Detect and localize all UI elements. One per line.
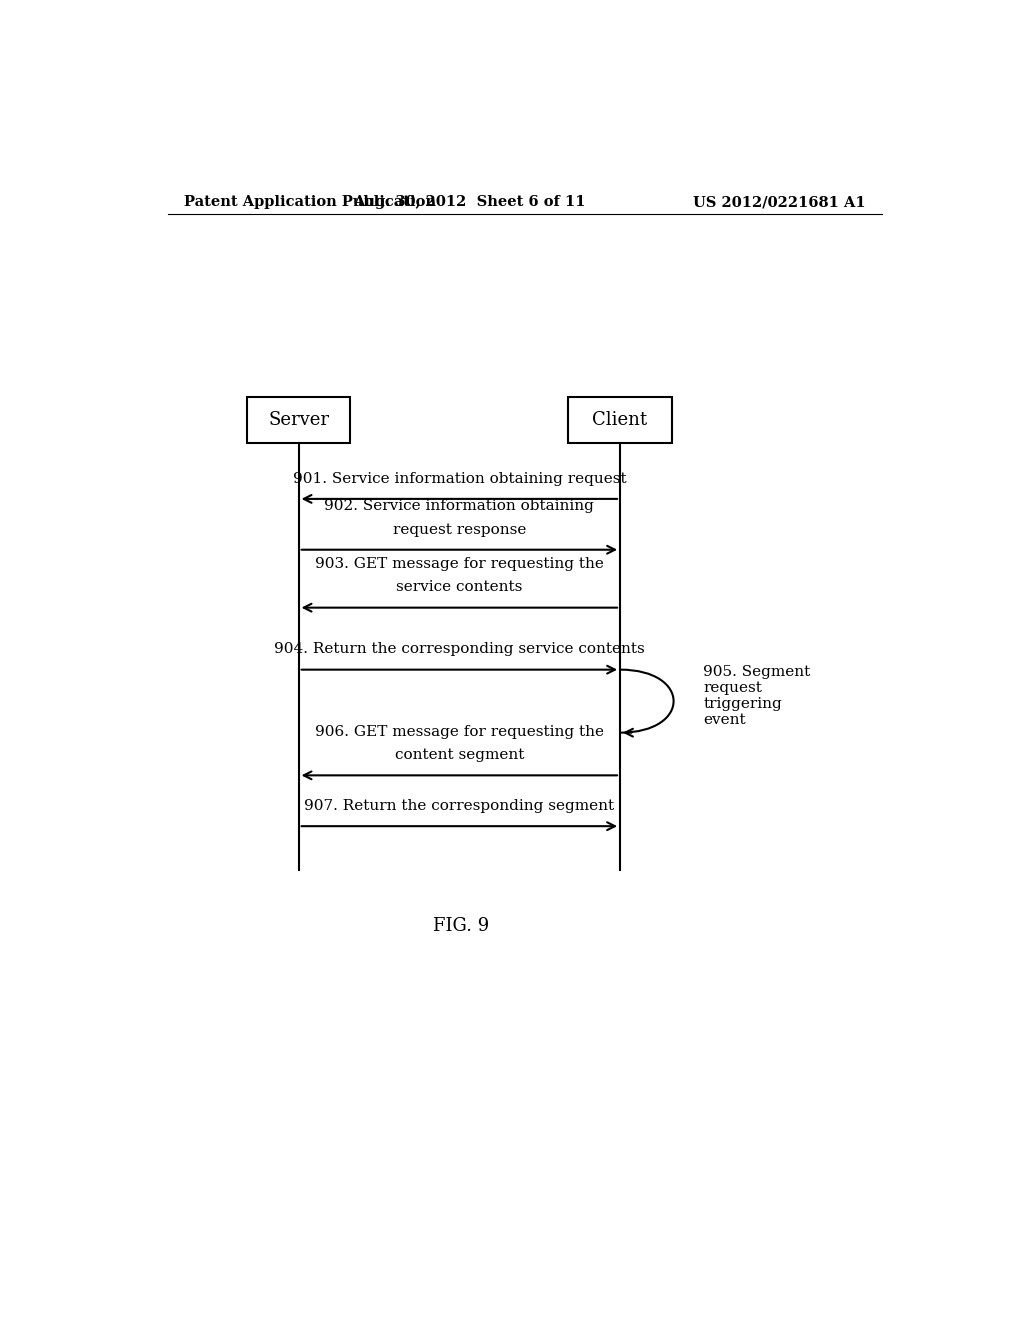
Text: US 2012/0221681 A1: US 2012/0221681 A1: [693, 195, 866, 209]
Text: Patent Application Publication: Patent Application Publication: [183, 195, 435, 209]
Text: content segment: content segment: [394, 748, 524, 762]
Text: FIG. 9: FIG. 9: [433, 917, 489, 935]
Bar: [568, 397, 672, 444]
Text: service contents: service contents: [396, 581, 522, 594]
Bar: [247, 397, 350, 444]
Text: 905. Segment
request
triggering
event: 905. Segment request triggering event: [703, 665, 811, 727]
Text: 903. GET message for requesting the: 903. GET message for requesting the: [315, 557, 604, 572]
Text: Aug. 30, 2012  Sheet 6 of 11: Aug. 30, 2012 Sheet 6 of 11: [353, 195, 586, 209]
Text: 907. Return the corresponding segment: 907. Return the corresponding segment: [304, 799, 614, 813]
Text: 904. Return the corresponding service contents: 904. Return the corresponding service co…: [274, 643, 645, 656]
Text: Server: Server: [268, 411, 329, 429]
Text: Client: Client: [593, 411, 647, 429]
Text: request response: request response: [392, 523, 526, 536]
Text: 902. Service information obtaining: 902. Service information obtaining: [325, 499, 594, 513]
Text: 906. GET message for requesting the: 906. GET message for requesting the: [314, 725, 604, 739]
Text: 901. Service information obtaining request: 901. Service information obtaining reque…: [293, 471, 626, 486]
